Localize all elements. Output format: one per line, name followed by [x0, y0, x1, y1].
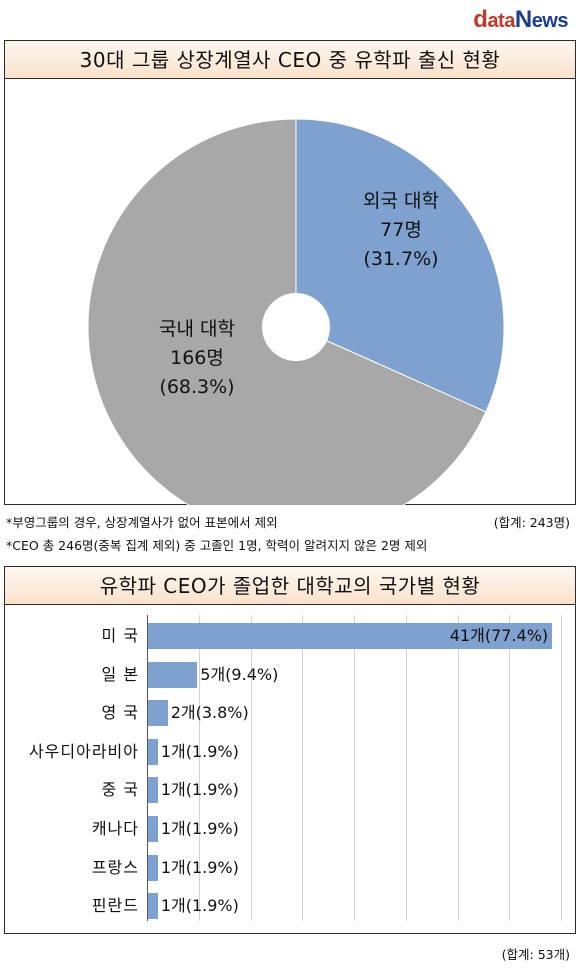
- data-label: 5개(9.4%): [200, 664, 279, 684]
- slice-label-foreign: 외국 대학 77명 (31.7%): [363, 190, 439, 270]
- datanews-logo: dataNews: [473, 6, 568, 33]
- bar-row: 캐나다 1개(1.9%): [5, 814, 577, 844]
- bar: [148, 893, 158, 920]
- bar-chart-panel: 유학파 CEO가 졸업한 대학교의 국가별 현황 미 국 41개(77.4%) 일 …: [4, 566, 576, 934]
- pie-center-hole: [262, 293, 330, 361]
- gridline: [405, 615, 407, 921]
- data-label: 1개(1.9%): [160, 857, 239, 877]
- data-label: 1개(1.9%): [160, 819, 239, 838]
- pie-chart: [87, 118, 505, 505]
- bar: [148, 700, 168, 727]
- bar-chart-title: 유학파 CEO가 졸업한 대학교의 국가별 현황: [5, 567, 575, 605]
- category-label: 일 본: [101, 664, 139, 684]
- gridline: [457, 615, 459, 921]
- note-methodology: *CEO 총 246명(중복 집계 제외) 중 고졸인 1명, 학력이 알려지지…: [6, 538, 428, 553]
- bar-row: 영 국 2개(3.8%): [5, 698, 577, 728]
- note-exclusion: *부영그룹의 경우, 상장계열사가 없어 표본에서 제외: [6, 515, 278, 530]
- slice-label-domestic: 국내 대학 166명 (68.3%): [159, 318, 235, 398]
- pie-chart-title: 30대 그룹 상장계열사 CEO 중 유학파 출신 현황: [5, 41, 575, 79]
- gridline: [250, 615, 252, 921]
- data-label: 1개(1.9%): [160, 741, 239, 761]
- data-label: 41개(77.4%): [449, 626, 549, 645]
- category-label: 사우디아라비아: [28, 741, 139, 761]
- bar-row: 핀란드 1개(1.9%): [5, 891, 577, 921]
- bar-row: 프랑스 1개(1.9%): [5, 853, 577, 883]
- bar: [148, 738, 158, 765]
- bar-row: 일 본 5개(9.4%): [5, 660, 577, 690]
- data-label: 2개(3.8%): [170, 703, 249, 723]
- note-total-schools: (합계: 53개): [501, 947, 570, 962]
- category-label: 미 국: [101, 626, 139, 645]
- bar-row: 중 국 1개(1.9%): [5, 775, 577, 805]
- gridline: [509, 615, 511, 921]
- data-label: 1개(1.9%): [160, 780, 239, 800]
- bar: [148, 816, 158, 842]
- category-label: 영 국: [101, 703, 139, 723]
- gridline: [354, 615, 355, 921]
- category-label: 캐나다: [91, 819, 139, 838]
- bar-row: 미 국 41개(77.4%): [5, 621, 577, 651]
- pie-chart-panel: 30대 그룹 상장계열사 CEO 중 유학파 출신 현황 외국 대학 77명 (…: [4, 40, 576, 505]
- gridline: [302, 615, 304, 921]
- gridline: [561, 615, 562, 921]
- category-label: 중 국: [101, 780, 139, 800]
- data-label: 1개(1.9%): [160, 896, 239, 916]
- pie-slice-0: [295, 118, 505, 413]
- gridline: [198, 615, 200, 921]
- bar: [148, 623, 553, 649]
- category-label: 프랑스: [91, 857, 139, 877]
- bar-row: 사우디아라비아 1개(1.9%): [5, 737, 577, 767]
- bar: [148, 777, 158, 804]
- bar-chart: 미 국 41개(77.4%) 일 본 5개(9.4%) 영 국 2개(3.8%) 사우디아라…: [5, 607, 574, 933]
- note-total-ceo: (합계: 243명): [493, 515, 570, 530]
- y-axis-line: [147, 615, 148, 921]
- bar: [148, 661, 198, 688]
- bar: [148, 854, 158, 881]
- category-label: 핀란드: [91, 896, 139, 916]
